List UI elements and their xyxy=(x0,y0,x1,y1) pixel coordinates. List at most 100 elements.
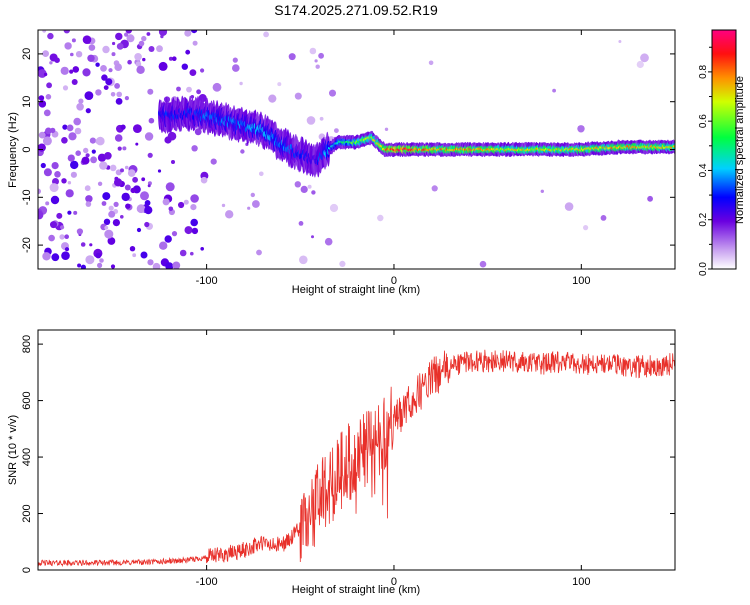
spectrogram-cell xyxy=(140,251,148,259)
spectrogram-cell xyxy=(181,63,188,70)
spectrogram-cell xyxy=(38,69,47,78)
spectrogram-cell xyxy=(190,204,197,211)
spectrogram-cell xyxy=(196,89,202,95)
spectrogram-cell xyxy=(115,32,123,41)
spectrogram-cell xyxy=(70,160,79,170)
spectrogram-cell xyxy=(136,227,142,233)
spectrogram-xtick-label: 100 xyxy=(572,275,590,287)
figure-title: S174.2025.271.09.52.R19 xyxy=(274,2,438,18)
spectrogram-cell xyxy=(102,45,110,54)
spectrogram-cell xyxy=(156,45,163,53)
spectrogram-cell xyxy=(540,189,544,193)
spectrogram-cell xyxy=(62,85,69,91)
colorbar-tick-label: 0.6 xyxy=(698,114,709,128)
spectrogram-cell xyxy=(43,168,52,177)
spectrogram-xtick-label: 0 xyxy=(391,275,397,287)
spectrogram-cell xyxy=(115,98,123,105)
spectrogram-cell xyxy=(102,192,111,201)
spectrogram-cell xyxy=(114,178,123,187)
spectrogram-cell xyxy=(73,210,78,215)
spectrogram-cell xyxy=(97,153,107,162)
spectrogram-cell xyxy=(65,189,74,198)
spectrogram-cell xyxy=(184,226,193,235)
spectrogram-cell xyxy=(38,210,44,220)
spectrogram-cell xyxy=(191,30,198,34)
snr-ytick-label: 400 xyxy=(21,448,33,466)
spectrogram-cell xyxy=(140,191,149,201)
spectrogram-cell xyxy=(185,49,191,55)
spectrogram-cell xyxy=(64,247,70,252)
spectrogram-cell xyxy=(38,131,46,139)
spectrogram-cell xyxy=(294,181,301,188)
spectrogram-cell xyxy=(232,64,240,72)
colorbar: 0.0 0.2 0.4 0.6 0.8 Normalized spectral ampl… xyxy=(698,29,746,276)
spectrogram-cell xyxy=(136,65,145,75)
spectrogram-cell xyxy=(600,215,607,221)
spectrogram-cell xyxy=(198,94,207,103)
spectrogram-cell xyxy=(110,264,116,269)
spectrogram-cell xyxy=(116,91,122,98)
colorbar-label: Normalized spectral amplitude xyxy=(734,76,746,224)
spectrogram-cell xyxy=(51,162,59,170)
spectrogram-cell xyxy=(61,137,68,144)
spectrogram-cell xyxy=(129,246,136,252)
spectrogram-cell xyxy=(300,185,308,193)
spectrogram-cell xyxy=(124,165,129,170)
spectrogram-cell xyxy=(148,117,155,124)
spectrogram-cell xyxy=(108,205,114,211)
spectrogram-cell xyxy=(138,40,145,47)
spectrogram-cell xyxy=(190,194,199,203)
spectrogram-cell xyxy=(647,195,653,202)
spectrogram-cell xyxy=(147,259,154,266)
spectrogram-cell xyxy=(38,95,45,101)
spectrogram-cell xyxy=(80,264,86,269)
spectrogram-cell xyxy=(384,127,389,131)
spectrogram-cell xyxy=(87,54,95,62)
spectrogram-cell xyxy=(100,65,107,72)
spectrogram-cell xyxy=(99,161,108,170)
spectrogram-cell xyxy=(45,127,52,135)
spectrogram-cell xyxy=(108,210,116,218)
spectrogram-ytick-label: 20 xyxy=(21,48,33,60)
spectrogram-cell xyxy=(101,201,107,206)
spectrogram-cell xyxy=(59,234,65,240)
spectrogram-cell xyxy=(97,262,103,268)
spectrogram-cell xyxy=(552,88,556,93)
spectrogram-cell xyxy=(81,156,90,165)
spectrogram-cell xyxy=(97,181,103,186)
spectrogram-cell xyxy=(314,59,318,63)
spectrogram-cell xyxy=(147,88,154,95)
spectrogram-cell xyxy=(113,201,119,207)
spectrogram-cell xyxy=(294,92,302,100)
colorbar-ticks: 0.0 0.2 0.4 0.6 0.8 xyxy=(698,46,712,276)
spectrogram-cell xyxy=(190,218,198,227)
spectrogram-cell xyxy=(221,203,226,208)
spectrogram-cell xyxy=(141,177,146,182)
colorbar-tick-label: 0.0 xyxy=(698,262,709,276)
spectrogram-cell xyxy=(85,108,91,114)
snr-xtick-label: -100 xyxy=(196,576,218,588)
snr-series-line xyxy=(38,349,675,567)
spectrogram-cell xyxy=(124,96,129,101)
spectrogram-cell xyxy=(54,171,61,178)
spectrogram-cell xyxy=(144,132,154,141)
spectrogram-cell xyxy=(147,181,152,186)
snr-ytick-label: 200 xyxy=(21,504,33,522)
spectrogram-cell xyxy=(60,225,65,230)
spectrogram-cell xyxy=(134,53,142,61)
spectrogram-cell xyxy=(67,154,75,162)
spectrogram-cell xyxy=(84,185,91,192)
spectrogram-cell xyxy=(299,255,308,265)
spectrogram-cell xyxy=(114,83,120,89)
spectrogram-cell xyxy=(178,201,185,209)
spectrogram-cell xyxy=(239,81,243,86)
spectrogram-cell xyxy=(75,150,81,156)
snr-frame xyxy=(37,329,676,571)
spectrogram-cell xyxy=(577,125,585,133)
spectrogram-cell xyxy=(85,255,95,265)
spectrogram-cell xyxy=(176,86,181,92)
snr-marks xyxy=(38,349,675,567)
spectrogram-cell xyxy=(268,94,277,103)
spectrogram-cell xyxy=(43,109,51,117)
